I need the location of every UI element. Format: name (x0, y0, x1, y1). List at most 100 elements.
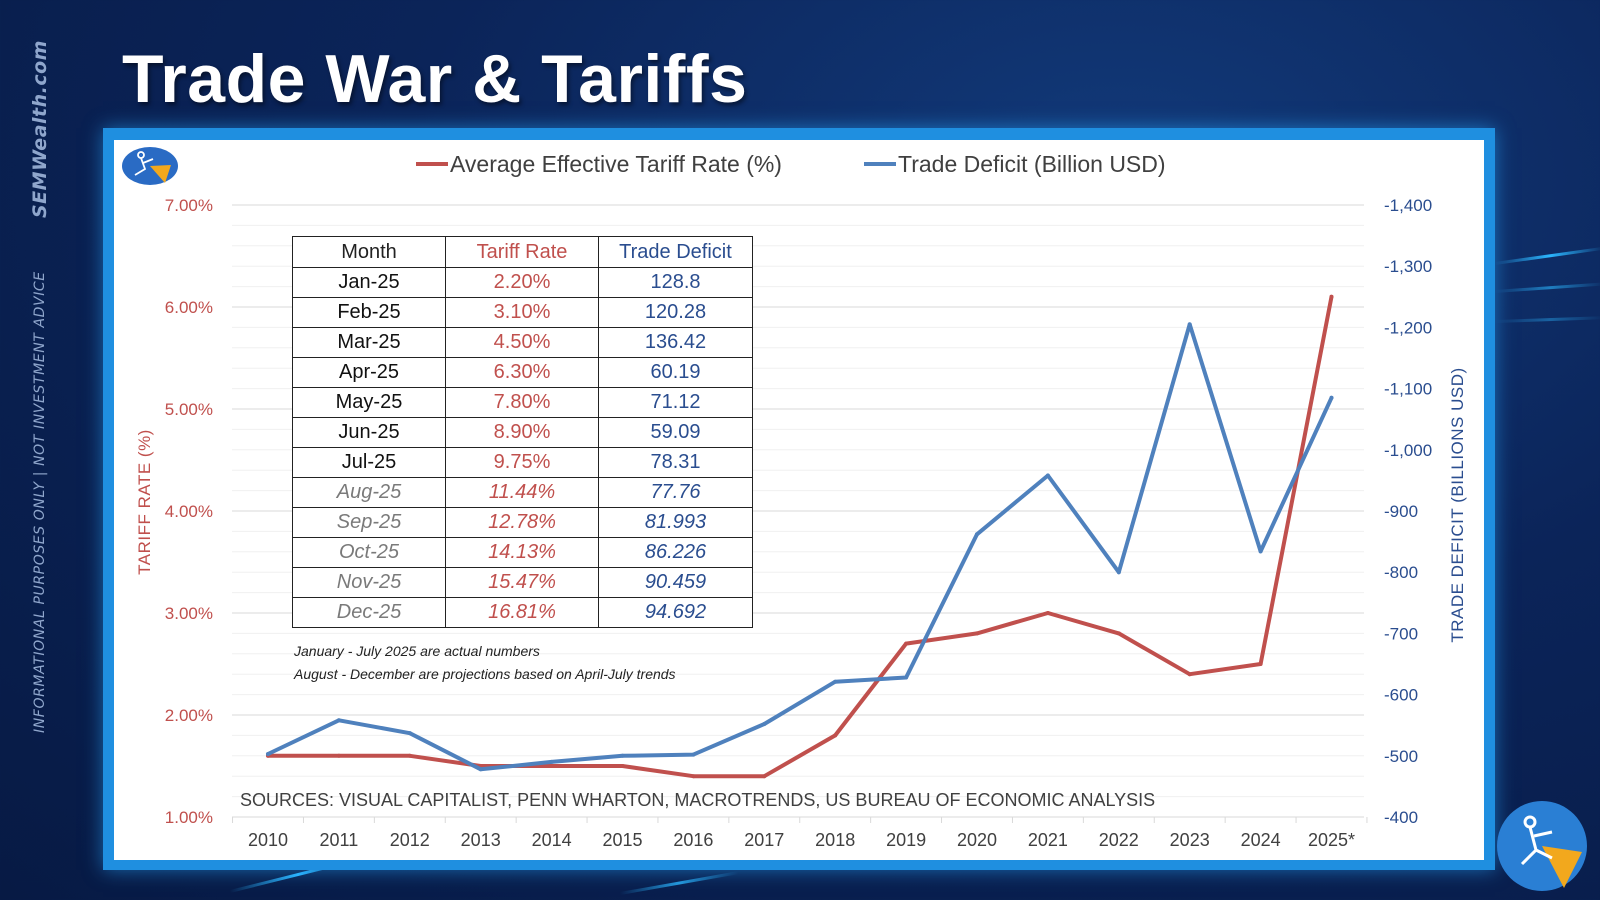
data-point-deficit (833, 679, 838, 684)
x-tick-label: 2018 (815, 830, 855, 850)
data-point-deficit (691, 752, 696, 757)
legend-label-deficit: Trade Deficit (Billion USD) (898, 151, 1166, 177)
y-axis-right-title: TRADE DEFICIT (BILLIONS USD) (1448, 367, 1467, 642)
x-tick-label: 2014 (532, 830, 572, 850)
chart-series (266, 294, 1334, 779)
table-row: Oct-25 14.13% 86.226 (292, 537, 753, 568)
y-tick-right-label: -900 (1384, 502, 1418, 521)
y-tick-right-label: -700 (1384, 624, 1418, 643)
data-point-deficit (1187, 322, 1192, 327)
y-tick-left-label: 2.00% (165, 706, 213, 725)
x-tick-label: 2013 (461, 830, 501, 850)
y-tick-left-label: 5.00% (165, 400, 213, 419)
table-cell-deficit: 81.993 (598, 507, 753, 538)
y-tick-right-label: -500 (1384, 747, 1418, 766)
table-header-month: Month (292, 236, 446, 268)
table-cell-tariff: 16.81% (445, 597, 599, 628)
table-row: Aug-25 11.44% 77.76 (292, 477, 753, 508)
data-point-deficit (975, 532, 979, 537)
y-tick-right-label: -1,100 (1384, 380, 1432, 399)
data-point-tariff (549, 764, 554, 768)
y-tick-right-label: -600 (1384, 686, 1418, 705)
y-axis-left-title: TARIFF RATE (%) (135, 429, 154, 575)
x-tick-label: 2020 (957, 830, 997, 850)
data-point-deficit (1116, 570, 1121, 575)
data-point-tariff (1329, 294, 1334, 299)
y-tick-right-label: -400 (1384, 808, 1418, 827)
x-tick-label: 2019 (886, 830, 926, 850)
y-tick-right-label: -1,000 (1384, 441, 1432, 460)
data-point-tariff (833, 733, 838, 738)
table-cell-month: Oct-25 (292, 537, 446, 568)
table-note-actual: January - July 2025 are actual numbers (294, 643, 540, 659)
data-point-tariff (1116, 631, 1121, 636)
data-point-tariff (975, 631, 979, 636)
monthly-data-table: Month Tariff Rate Trade Deficit Jan-25 2.… (292, 236, 753, 628)
y-axis-right-ticks: -1,400 -1,300 -1,200 -1,100 -1,000 -900 -800 -7… (1384, 196, 1432, 827)
y-tick-left-label: 3.00% (165, 604, 213, 623)
data-point-deficit (336, 718, 341, 723)
x-tick-label: 2015 (602, 830, 642, 850)
x-tick-label: 2010 (248, 830, 288, 850)
table-cell-month: Nov-25 (292, 567, 446, 598)
table-row: May-25 7.80% 71.12 (292, 387, 753, 418)
table-row: Nov-25 15.47% 90.459 (292, 567, 753, 598)
data-point-deficit (549, 759, 554, 764)
table-row: Jun-25 8.90% 59.09 (292, 417, 753, 448)
table-row: Jan-25 2.20% 128.8 (292, 267, 753, 298)
table-cell-deficit: 78.31 (598, 447, 753, 478)
data-point-tariff (691, 774, 696, 779)
data-point-tariff (762, 774, 767, 779)
x-tick-label: 2024 (1241, 830, 1281, 850)
series-line-deficit (266, 322, 1334, 772)
table-header-tariff: Tariff Rate (445, 236, 599, 268)
table-cell-deficit: 94.692 (598, 597, 753, 628)
x-tick-label: 2023 (1170, 830, 1210, 850)
x-tick-label: 2022 (1099, 830, 1139, 850)
table-row: Dec-25 16.81% 94.692 (292, 597, 753, 628)
x-tick-label: 2012 (390, 830, 430, 850)
legend: Average Effective Tariff Rate (%) Trade … (416, 151, 1166, 177)
table-cell-month: Jan-25 (292, 267, 446, 298)
data-point-deficit (1258, 549, 1263, 554)
table-cell-tariff: 4.50% (445, 327, 599, 358)
table-cell-deficit: 120.28 (598, 297, 753, 328)
table-cell-tariff: 15.47% (445, 567, 599, 598)
table-header-deficit: Trade Deficit (598, 236, 753, 268)
y-tick-right-label: -800 (1384, 563, 1418, 582)
table-cell-deficit: 77.76 (598, 477, 753, 508)
x-tick-label: 2025* (1308, 830, 1355, 850)
table-cell-tariff: 12.78% (445, 507, 599, 538)
data-point-deficit (762, 721, 767, 726)
y-tick-right-label: -1,300 (1384, 257, 1432, 276)
table-cell-tariff: 9.75% (445, 447, 599, 478)
table-cell-month: Feb-25 (292, 297, 446, 328)
table-cell-tariff: 6.30% (445, 357, 599, 388)
data-point-tariff (1045, 611, 1050, 615)
table-cell-month: May-25 (292, 387, 446, 418)
legend-label-tariff: Average Effective Tariff Rate (%) (450, 151, 782, 177)
x-tick-label: 2017 (744, 830, 784, 850)
data-point-deficit (620, 753, 625, 758)
table-cell-tariff: 11.44% (445, 477, 599, 508)
table-row: Mar-25 4.50% 136.42 (292, 327, 753, 358)
y-tick-right-label: -1,200 (1384, 318, 1432, 337)
y-axis-left-ticks: 7.00% 6.00% 5.00% 4.00% 3.00% 2.00% 1.00% (165, 196, 213, 827)
data-point-deficit (407, 731, 412, 736)
y-tick-left-label: 1.00% (165, 808, 213, 827)
x-tick-label: 2016 (673, 830, 713, 850)
table-row: Jul-25 9.75% 78.31 (292, 447, 753, 478)
table-note-projection: August - December are projections based … (294, 666, 676, 682)
table-cell-month: Jul-25 (292, 447, 446, 478)
table-cell-month: Sep-25 (292, 507, 446, 538)
table-cell-deficit: 128.8 (598, 267, 753, 298)
data-point-deficit (904, 675, 909, 680)
brand-logo-large (1497, 801, 1587, 891)
table-cell-deficit: 60.19 (598, 357, 753, 388)
y-tick-left-label: 7.00% (165, 196, 213, 215)
table-cell-month: Jun-25 (292, 417, 446, 448)
table-cell-tariff: 14.13% (445, 537, 599, 568)
table-cell-month: Aug-25 (292, 477, 446, 508)
data-point-tariff (407, 753, 412, 758)
